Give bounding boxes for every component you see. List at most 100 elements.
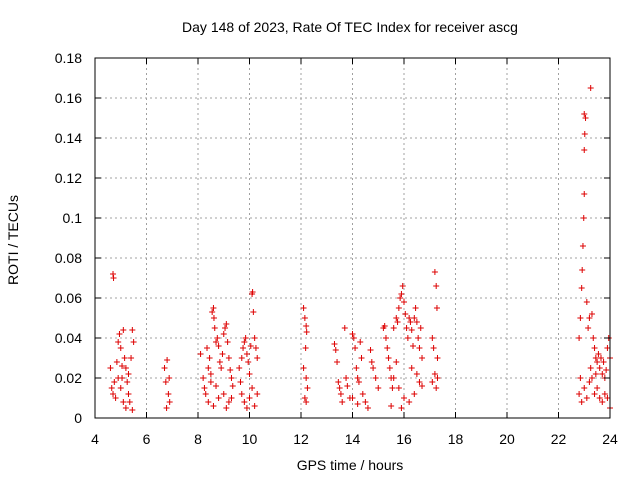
y-tick-label: 0.06 (55, 290, 82, 306)
data-point (210, 305, 217, 311)
data-point (205, 365, 212, 371)
data-point (355, 379, 362, 385)
data-point (354, 401, 361, 407)
data-point (241, 399, 248, 405)
data-point (372, 375, 379, 381)
data-point (429, 379, 436, 385)
data-point (592, 371, 599, 377)
data-point (228, 395, 235, 401)
data-point (303, 329, 310, 335)
data-point (434, 375, 441, 381)
data-point (126, 399, 133, 405)
data-point (125, 391, 132, 397)
data-point (115, 375, 122, 381)
data-point (581, 147, 588, 153)
data-point (107, 365, 114, 371)
data-point (591, 345, 598, 351)
data-point (245, 359, 252, 365)
data-point (197, 351, 204, 357)
data-point (395, 385, 402, 391)
data-point (344, 383, 351, 389)
data-point (594, 385, 601, 391)
data-point (581, 385, 588, 391)
data-point (220, 391, 227, 397)
data-point (129, 327, 136, 333)
data-point (579, 243, 586, 249)
data-point (121, 355, 128, 361)
data-point (246, 371, 253, 377)
data-point (408, 365, 415, 371)
data-point (581, 131, 588, 137)
data-point (353, 365, 360, 371)
data-point (592, 355, 599, 361)
data-point (223, 405, 230, 411)
data-point (398, 405, 405, 411)
data-point (331, 341, 338, 347)
data-point (577, 315, 584, 321)
data-point (222, 325, 229, 331)
y-tick-label: 0 (74, 410, 82, 426)
data-point (362, 399, 369, 405)
data-point (401, 299, 407, 305)
y-tick-label: 0.02 (55, 370, 82, 386)
data-point (206, 355, 213, 361)
x-tick-label: 12 (293, 431, 309, 447)
y-tick-label: 0.18 (55, 50, 82, 66)
data-point (590, 335, 597, 341)
data-point (413, 371, 420, 377)
y-ticks: 0 0.02 0.04 0.06 0.08 0.1 0.12 0.14 0.16 0.18 (55, 50, 610, 426)
data-point (247, 343, 254, 349)
data-point (254, 391, 261, 397)
data-point (211, 325, 218, 331)
data-point (577, 375, 584, 381)
data-point (433, 283, 440, 289)
data-point (388, 403, 395, 409)
data-point (122, 365, 129, 371)
data-point (604, 345, 611, 351)
x-tick-label: 18 (448, 431, 464, 447)
data-point (249, 385, 256, 391)
data-point (384, 345, 391, 351)
data-point (419, 355, 426, 361)
data-point (389, 385, 396, 391)
x-ticks: 4 6 8 10 12 14 16 18 20 22 24 (91, 58, 618, 447)
data-point (410, 343, 417, 349)
x-tick-label: 4 (91, 431, 99, 447)
data-point (225, 355, 232, 361)
data-point (117, 345, 124, 351)
data-point (214, 335, 221, 341)
data-point (415, 335, 422, 341)
data-point (586, 315, 593, 321)
data-point (433, 385, 440, 391)
data-point (385, 355, 392, 361)
data-point (110, 271, 117, 277)
data-point (125, 371, 132, 377)
data-point (600, 359, 607, 365)
data-point (401, 395, 407, 401)
data-point (219, 351, 226, 357)
data-point (300, 365, 307, 371)
data-point (588, 311, 595, 317)
data-point (238, 391, 245, 397)
data-point (580, 215, 587, 221)
y-tick-label: 0.14 (55, 130, 82, 146)
data-point (594, 359, 601, 365)
data-point (162, 379, 169, 385)
data-point (390, 375, 397, 381)
y-tick-label: 0.04 (55, 330, 82, 346)
data-point (576, 391, 583, 397)
data-point (115, 339, 122, 345)
data-point (408, 327, 415, 333)
data-point (350, 335, 357, 341)
data-point (207, 371, 214, 377)
data-point (251, 335, 258, 341)
data-point (386, 365, 393, 371)
data-point (406, 399, 413, 405)
data-point (252, 345, 259, 351)
data-point (411, 315, 418, 321)
data-point (407, 319, 414, 325)
data-point (413, 319, 420, 325)
data-point (227, 367, 234, 373)
data-point (339, 399, 346, 405)
data-point (110, 391, 117, 397)
